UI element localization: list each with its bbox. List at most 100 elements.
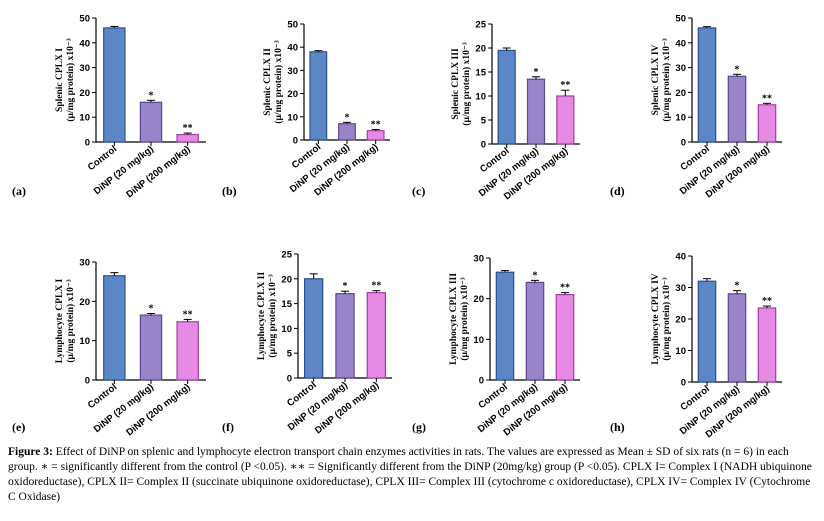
bar-1 [103,275,126,381]
y-tick-label: 30 [287,66,298,77]
y-tick-label: 0 [85,138,90,149]
bar-3 [366,130,385,141]
significance-marker: * [345,112,350,123]
y-tick-label: 10 [79,113,90,124]
significance-marker: ** [183,309,193,320]
y-tick-label: 10 [675,346,686,357]
significance-marker: * [343,281,348,292]
bar-2 [525,281,545,381]
y-tick-label: 10 [475,92,486,103]
bar-1 [697,280,717,383]
y-tick-label: 10 [473,335,484,346]
y-axis-label: Splenic CPLX I(µ/mg protein) x10⁻³ [55,38,76,121]
bar-2 [139,314,163,381]
significance-marker: * [149,304,154,315]
y-tick-label: 15 [475,68,486,79]
y-axis-label-line: (µ/mg protein) x10⁻³ [267,274,278,357]
significance-marker: * [533,270,538,281]
y-tick-label: 30 [675,63,686,74]
y-tick-label: 0 [287,374,292,385]
significance-marker: * [735,64,740,75]
bar-3 [176,133,199,143]
y-tick-label: 25 [281,250,292,261]
panel-label: (a) [12,184,26,198]
y-axis-label-line: Splenic CPLX I [55,48,65,112]
y-tick-label: 5 [481,116,487,127]
y-axis-label-line: Splenic CPLX II [263,48,273,116]
y-tick-label: 5 [287,349,293,360]
y-tick-label: 30 [79,258,90,269]
y-tick-label: 30 [675,283,686,294]
significance-marker: ** [371,281,381,292]
y-axis-label-line: Splenic CPLX IV [651,44,661,115]
bar-2 [727,75,747,143]
y-tick-label: 30 [473,254,484,265]
y-tick-label: 10 [675,113,686,124]
y-axis-label-line: Lymphocyte CPLX I [55,278,65,363]
bar-2 [338,123,356,141]
y-tick-label: 0 [293,136,298,147]
chart-panel-4: 0 10 20 30 40 50 Splenic CPLX IV(µ/mg protein)… [651,14,782,200]
significance-marker: * [149,90,154,101]
y-tick-label: 50 [79,14,90,25]
y-tick-label: 20 [475,44,486,55]
significance-marker: * [735,281,740,292]
y-axis-label-line: (µ/mg protein) x10⁻³ [459,277,470,360]
y-axis-label-line: Lymphocyte CPLX IV [651,273,661,364]
panel-label: (b) [222,184,237,198]
y-axis-label: Lymphocyte CPLX II(µ/mg protein) x10⁻³ [257,272,278,360]
y-tick-label: 0 [681,378,686,389]
y-axis-label-line: (µ/mg protein) x10⁻³ [65,279,76,362]
y-axis-label: Lymphocyte CPLX III(µ/mg protein) x10⁻³ [449,273,470,365]
y-tick-label: 10 [287,112,298,123]
panel-label: (g) [412,420,426,434]
panel-label: (h) [610,420,625,434]
figure-caption: Figure 3: Effect of DiNP on splenic and … [8,445,818,505]
y-tick-label: 0 [481,140,486,151]
panel-label: (e) [12,420,26,434]
panel-label: (f) [222,420,234,434]
bar-1 [497,49,516,145]
x-tick-label: DiNP (200 mg/kg) [124,382,192,439]
bar-2 [139,101,163,143]
bar-3 [176,321,199,381]
x-tick-label: Control [86,144,119,173]
y-tick-label: 40 [79,38,90,49]
bar-1 [495,271,515,381]
caption-lead: Figure 3: [8,446,53,458]
y-axis-label: Splenic CPLX IV(µ/mg protein) x10⁻³ [651,38,672,121]
y-axis-label: Splenic CPLX III(µ/mg protein) x10⁻³ [451,42,472,125]
bar-1 [303,278,324,379]
bar-2 [727,293,747,383]
bar-2 [526,78,546,145]
y-tick-label: 0 [479,376,484,387]
bar-3 [555,294,575,381]
y-tick-label: 30 [79,63,90,74]
significance-marker: * [534,67,539,78]
y-tick-label: 20 [281,274,292,285]
x-tick-label: DiNP (200 mg/kg) [124,144,192,201]
y-axis-label-line: Lymphocyte CPLX II [257,272,267,360]
y-axis-label-line: (µ/mg protein) x10⁻³ [273,40,284,123]
y-tick-label: 20 [675,88,686,99]
bar-3 [366,292,387,379]
y-tick-label: 10 [281,324,292,335]
y-tick-label: 0 [681,138,686,149]
y-tick-label: 20 [287,89,298,100]
panel-label: (d) [610,184,625,198]
chart-panel-1: 0 10 20 30 40 50 Splenic CPLX I(µ/mg protein) … [55,14,206,201]
y-axis-label-line: Lymphocyte CPLX III [449,273,459,365]
bar-2 [335,293,355,379]
y-axis-label-line: Splenic CPLX III [451,48,461,120]
significance-marker: ** [762,296,772,307]
bar-1 [697,27,717,143]
y-tick-label: 25 [475,20,486,31]
y-tick-label: 40 [675,38,686,49]
y-axis-label-line: (µ/mg protein) x10⁻³ [661,277,672,360]
